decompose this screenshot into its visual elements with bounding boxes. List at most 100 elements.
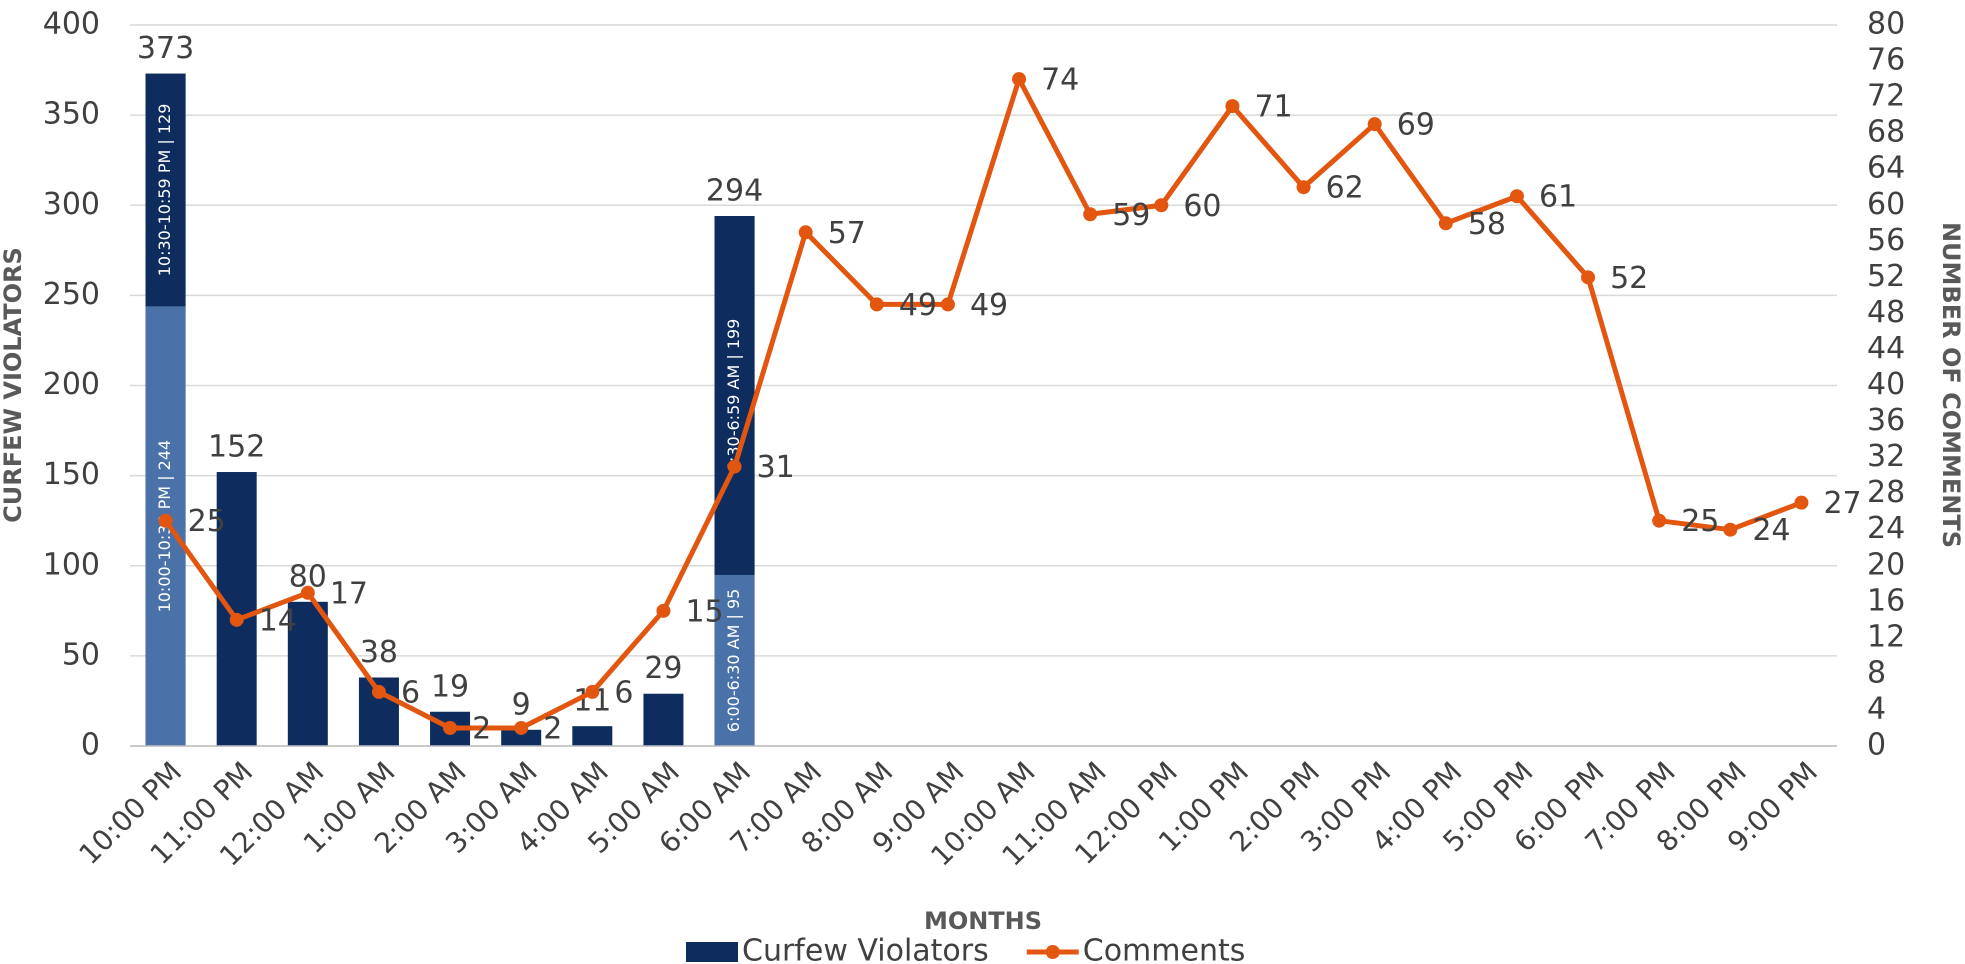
y2-tick-label: 76 — [1867, 43, 1905, 78]
y-tick-label: 150 — [43, 457, 100, 492]
bar — [572, 726, 613, 746]
value-label: 17 — [330, 576, 368, 611]
value-label: 6 — [401, 675, 420, 710]
value-label: 49 — [899, 288, 937, 323]
y-tick-label: 100 — [43, 547, 100, 582]
line-point — [940, 297, 955, 312]
value-label: 31 — [757, 450, 795, 485]
y-tick-label: 50 — [62, 637, 100, 672]
line-point — [656, 603, 671, 618]
line — [163, 76, 1803, 731]
y2-tick-label: 48 — [1867, 295, 1905, 330]
y-tick-label: 400 — [43, 7, 100, 42]
value-label: 29 — [644, 651, 682, 686]
value-label: 27 — [1823, 486, 1861, 521]
y2-tick-label: 12 — [1867, 619, 1905, 654]
bar-segment — [145, 73, 186, 307]
value-label: 14 — [259, 603, 297, 638]
y2-tick-label: 68 — [1867, 115, 1905, 150]
line-point — [443, 720, 458, 735]
y2-tick-label: 32 — [1867, 439, 1905, 474]
value-label: 69 — [1397, 108, 1435, 143]
y2-tick-label: 40 — [1867, 367, 1905, 402]
segment-label: 10:30-10:59 PM | 129 — [155, 104, 174, 277]
line-point — [371, 684, 386, 699]
y2-tick-label: 24 — [1867, 511, 1905, 546]
value-label: 19 — [431, 669, 469, 704]
value-label: 294 — [706, 174, 763, 209]
y2-tick-label: 80 — [1867, 7, 1905, 42]
line-point — [585, 684, 600, 699]
y-tick-label: 200 — [43, 367, 100, 402]
bar — [216, 472, 257, 746]
y2-tick-label: 28 — [1867, 475, 1905, 510]
line-point — [229, 612, 244, 627]
value-label: 6 — [614, 675, 633, 710]
value-label: 9 — [512, 687, 531, 722]
y2-tick-label: 36 — [1867, 403, 1905, 438]
bar — [501, 729, 542, 746]
legend-label: Curfew Violators — [742, 934, 989, 964]
segment-label: 6:00-6:30 AM | 95 — [724, 589, 743, 732]
y-tick-label: 0 — [81, 728, 100, 763]
line-point — [514, 720, 529, 735]
y2-tick-label: 64 — [1867, 151, 1905, 186]
value-label: 71 — [1254, 90, 1292, 125]
value-label: 62 — [1326, 171, 1364, 206]
legend-label: Comments — [1083, 934, 1246, 964]
line-point — [727, 459, 742, 474]
y2-tick-label: 8 — [1867, 655, 1886, 690]
y2-tick-label: 56 — [1867, 223, 1905, 258]
value-label: 38 — [360, 635, 398, 670]
line-point — [300, 585, 315, 600]
value-label: 152 — [208, 430, 265, 465]
value-label: 60 — [1183, 189, 1221, 224]
y2-tick-label: 0 — [1867, 728, 1886, 763]
value-label: 58 — [1468, 207, 1506, 242]
legend-swatch — [686, 942, 738, 962]
y2-tick-label: 44 — [1867, 331, 1905, 366]
bar-segment — [714, 216, 755, 575]
x-axis-title: MONTHS — [924, 907, 1042, 935]
y2-tick-label: 4 — [1867, 691, 1886, 726]
line-point — [1438, 216, 1453, 231]
line-point — [1154, 198, 1169, 213]
bar — [643, 693, 684, 746]
value-label: 52 — [1610, 261, 1648, 296]
value-label: 373 — [137, 31, 194, 66]
line-point — [869, 297, 884, 312]
value-label: 57 — [828, 216, 866, 251]
value-label: 24 — [1752, 513, 1790, 548]
line-point — [1794, 495, 1809, 510]
line-point — [1367, 117, 1382, 132]
line-point — [1509, 189, 1524, 204]
y2-tick-label: 16 — [1867, 583, 1905, 618]
y-tick-label: 300 — [43, 187, 100, 222]
line-point — [1083, 207, 1098, 222]
y2-tick-label: 72 — [1867, 79, 1905, 114]
segment-label: 6:30-6:59 AM | 199 — [724, 319, 743, 473]
line-point — [1296, 180, 1311, 195]
value-label: 61 — [1539, 180, 1577, 215]
value-label: 2 — [472, 711, 491, 746]
line-point — [1581, 270, 1596, 285]
value-label: 74 — [1041, 63, 1079, 98]
grid — [130, 24, 1837, 747]
value-label: 15 — [685, 594, 723, 629]
value-label: 2 — [543, 711, 562, 746]
value-label: 49 — [970, 288, 1008, 323]
bar-segment — [714, 574, 755, 746]
y-axis-title: CURFEW VIOLATORS — [0, 247, 27, 523]
y-tick-label: 250 — [43, 277, 100, 312]
y-tick-label: 350 — [43, 97, 100, 132]
line-point — [1652, 513, 1667, 528]
legend-marker — [1045, 945, 1060, 959]
value-label: 25 — [188, 504, 226, 539]
bar — [287, 601, 328, 746]
value-label: 25 — [1681, 504, 1719, 539]
line-point — [158, 513, 173, 528]
y2-tick-label: 20 — [1867, 547, 1905, 582]
y2-tick-label: 60 — [1867, 187, 1905, 222]
y2-tick-label: 52 — [1867, 259, 1905, 294]
